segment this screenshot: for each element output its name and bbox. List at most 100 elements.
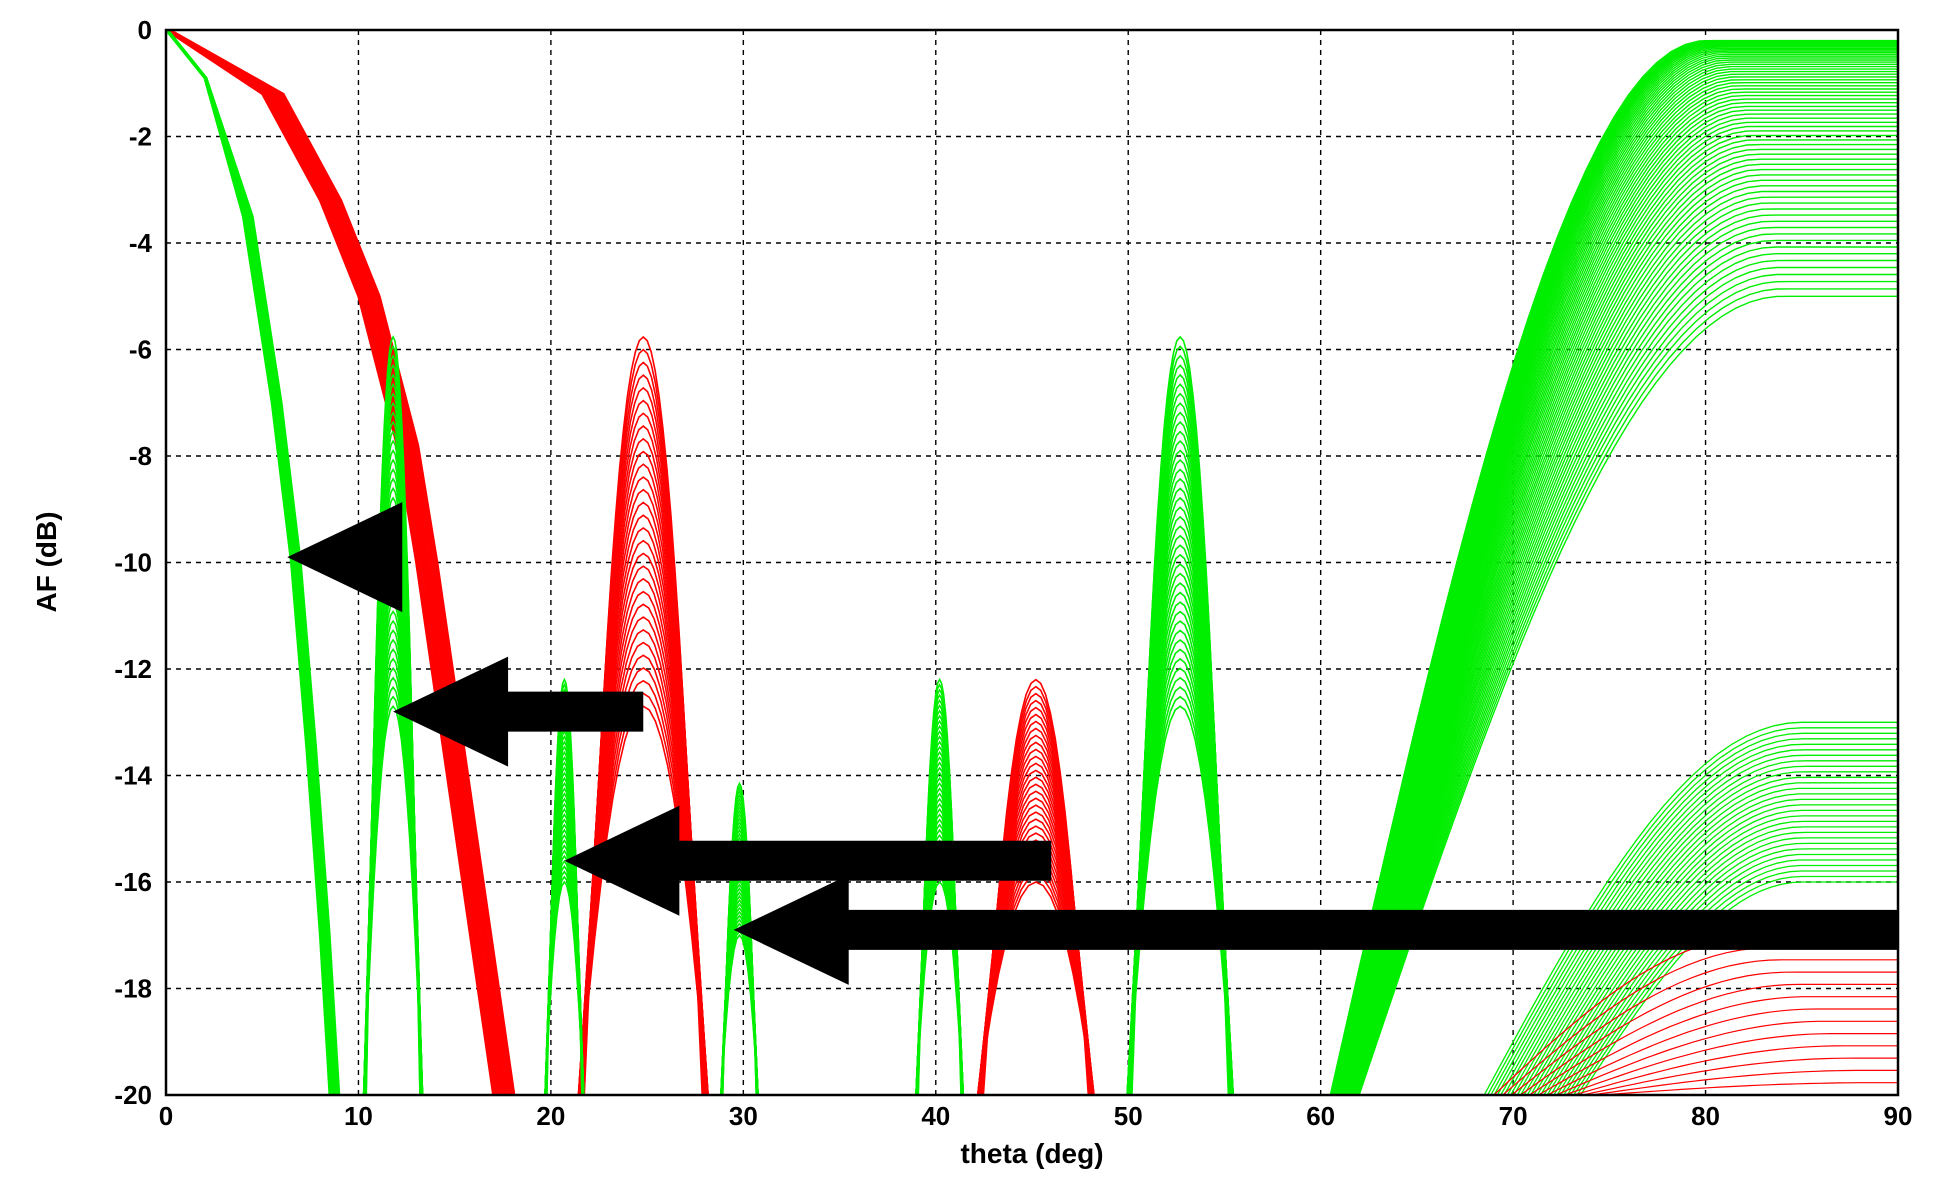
green-series-grating-lobe <box>1342 91 1898 1095</box>
green-series-grating-lobe <box>1350 174 1898 1095</box>
green-series-sidelobe <box>362 610 424 1095</box>
arrow-annotation <box>393 656 644 767</box>
green-series-secondary-rise <box>1523 787 1898 1095</box>
green-series-sidelobe <box>916 703 963 1095</box>
green-series-sidelobe <box>544 818 585 1095</box>
green-series-sidelobe <box>544 760 585 1095</box>
green-series-sidelobe <box>720 910 759 1095</box>
green-series-grating-lobe <box>1351 190 1898 1095</box>
green-series-grating-lobe <box>1358 288 1898 1095</box>
red-series-main-beam <box>168 30 512 1095</box>
green-series-secondary-rise <box>1530 798 1898 1095</box>
green-series-grating-lobe <box>1348 148 1898 1095</box>
green-series-sidelobe <box>544 864 585 1095</box>
arrow-annotation <box>287 502 403 613</box>
green-series-sidelobe <box>363 667 424 1095</box>
red-series-sidelobe <box>577 565 709 1095</box>
green-series-sidelobe <box>915 818 965 1095</box>
x-tick-label: 40 <box>921 1101 950 1131</box>
green-series-secondary-rise <box>1566 859 1898 1095</box>
red-series-tail <box>1564 1033 1898 1095</box>
green-series-grating-lobe <box>1354 226 1898 1095</box>
red-series-main-beam <box>168 30 510 1095</box>
green-series-sidelobe <box>1126 525 1234 1095</box>
red-series-sidelobe <box>977 839 1095 1095</box>
red-series-main-beam <box>167 30 506 1095</box>
green-series-sidelobe <box>544 854 585 1095</box>
red-series-tail <box>1529 983 1898 1095</box>
red-series-main-beam <box>166 30 500 1095</box>
green-series-sidelobe <box>915 792 964 1095</box>
green-series-grating-lobe <box>1337 59 1898 1095</box>
green-series-sidelobe <box>916 714 963 1095</box>
red-series-main-beam <box>166 30 497 1095</box>
green-series-sidelobe <box>915 761 964 1095</box>
red-series-sidelobe <box>577 641 709 1095</box>
green-series-sidelobe <box>720 820 759 1095</box>
green-series-sidelobe <box>1126 544 1234 1095</box>
green-series-sidelobe <box>915 750 964 1095</box>
green-series-sidelobe <box>544 823 585 1095</box>
green-series-sidelobe <box>915 787 964 1095</box>
red-series-sidelobe <box>981 692 1091 1095</box>
y-tick-label: -4 <box>129 228 153 258</box>
y-tick-label: -14 <box>114 761 152 791</box>
y-tick-label: -2 <box>129 122 152 152</box>
red-series-sidelobe <box>577 603 709 1095</box>
green-series-grating-lobe <box>1346 130 1898 1095</box>
green-series-grating-lobe <box>1348 143 1898 1095</box>
green-series-grating-lobe <box>1354 233 1898 1095</box>
red-series-sidelobe <box>578 667 709 1095</box>
green-series-grating-lobe <box>1343 102 1898 1095</box>
green-series-sidelobe <box>915 771 964 1095</box>
green-series-sidelobe <box>1126 506 1234 1095</box>
green-series-sidelobe <box>544 813 585 1095</box>
green-series-secondary-rise <box>1579 881 1898 1095</box>
green-series-sidelobe <box>1127 695 1234 1095</box>
red-series-main-beam <box>169 30 514 1095</box>
green-series-sidelobe <box>544 740 584 1095</box>
x-tick-label: 10 <box>344 1101 373 1131</box>
red-series-sidelobe <box>578 488 708 1095</box>
green-series-secondary-rise <box>1513 771 1898 1095</box>
green-series-sidelobe <box>544 766 585 1095</box>
green-series-sidelobe <box>916 729 964 1095</box>
x-tick-label: 80 <box>1691 1101 1720 1131</box>
green-series-sidelobe <box>544 755 585 1095</box>
green-series-sidelobe <box>915 823 965 1095</box>
green-series-grating-lobe <box>1350 179 1898 1095</box>
green-series-sidelobe <box>1126 648 1234 1095</box>
arrow-annotation <box>733 874 1898 985</box>
green-series-grating-lobe <box>1335 52 1898 1095</box>
green-series-grating-lobe <box>1347 139 1898 1095</box>
green-series-sidelobe <box>1126 667 1234 1095</box>
red-series-main-beam <box>167 30 504 1095</box>
green-series-sidelobe <box>721 808 758 1095</box>
red-series-sidelobe <box>977 790 1095 1095</box>
axes-box <box>164 28 1900 1097</box>
green-series-sidelobe <box>1126 676 1234 1095</box>
green-series-sidelobe <box>721 812 758 1095</box>
green-series-sidelobe <box>1126 657 1234 1095</box>
red-series-sidelobe <box>577 577 709 1095</box>
green-series-secondary-rise <box>1543 820 1898 1095</box>
green-series-grating-lobe <box>1336 53 1898 1095</box>
red-series-sidelobe <box>577 552 709 1095</box>
green-series-sidelobe <box>1127 487 1234 1095</box>
green-series-sidelobe <box>915 776 964 1095</box>
green-series-sidelobe <box>915 833 965 1095</box>
green-series-grating-lobe <box>1346 125 1898 1095</box>
red-series-sidelobe <box>577 654 709 1095</box>
green-series-sidelobe <box>544 870 585 1095</box>
green-series-secondary-rise <box>1520 782 1898 1095</box>
green-series-sidelobe <box>544 833 585 1095</box>
green-series-sidelobe <box>721 805 758 1095</box>
arrow-annotation <box>564 805 1052 916</box>
green-series-sidelobe <box>721 801 758 1095</box>
green-series-sidelobe <box>1126 534 1234 1095</box>
green-series-grating-lobe <box>1353 214 1898 1095</box>
green-series-secondary-rise <box>1493 738 1898 1095</box>
x-tick-label: 20 <box>536 1101 565 1131</box>
green-series-sidelobe <box>915 813 965 1095</box>
green-series-sidelobe <box>720 906 759 1095</box>
